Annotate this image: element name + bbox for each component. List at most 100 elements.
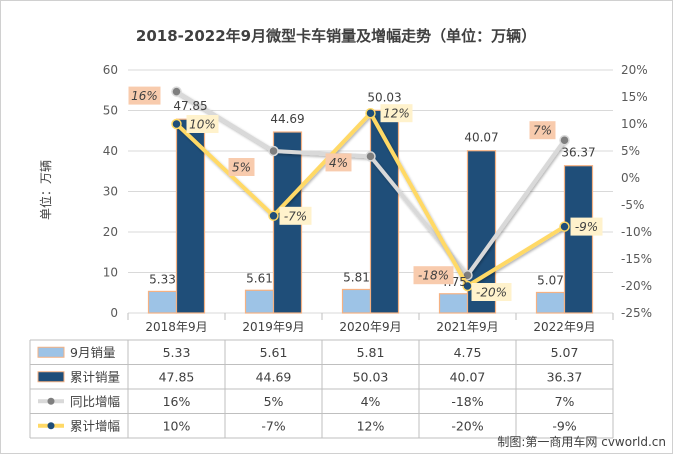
bar-cumulative <box>369 109 400 314</box>
point-cumulative-growth <box>365 107 376 119</box>
source-credit: 制图:第一商用车网 cvworld.cn <box>497 434 666 449</box>
bar-monthly <box>147 290 178 314</box>
label-yoy-box <box>128 86 161 105</box>
lines <box>171 86 570 292</box>
point-yoy <box>365 151 376 162</box>
left-tick-label: 20 <box>103 225 118 239</box>
legend-label: 同比增幅 <box>70 394 120 409</box>
bar-monthly <box>341 288 372 314</box>
table-cell: 47.85 <box>159 369 195 384</box>
label-yoy: 7% <box>533 124 552 138</box>
right-tick-label: 20% <box>621 63 648 77</box>
label-yoy: 16% <box>131 89 158 103</box>
legend-key-bar <box>37 346 65 358</box>
right-tick-label: 5% <box>621 144 640 158</box>
label-cumulative-growth: -9% <box>575 220 598 234</box>
bar-monthly <box>535 291 566 314</box>
bar-monthly-label: 5.61 <box>246 271 273 285</box>
left-tick-label: 60 <box>103 63 118 77</box>
point-yoy <box>559 134 570 146</box>
bar-monthly-label: 5.81 <box>343 270 370 284</box>
label-yoy-box <box>413 266 454 285</box>
left-tick-label: 10 <box>103 266 118 280</box>
point-yoy <box>268 145 279 157</box>
legend-label: 9月销量 <box>70 345 115 360</box>
table-cell: 7% <box>555 394 575 409</box>
left-tick-label: 40 <box>103 144 118 158</box>
table-cell: 10% <box>163 418 191 433</box>
left-tick-label: 0 <box>110 306 118 320</box>
right-tick-label: -10% <box>621 225 652 239</box>
point-cumulative-growth <box>559 221 570 232</box>
axes: 0 10 20 30 40 50 60 20% 15% 10% 5% 0% -5% -10% -15% -20… <box>103 63 652 334</box>
bar-monthly <box>438 293 469 314</box>
table-cell: 12% <box>357 418 385 433</box>
label-cumulative-growth: 12% <box>383 107 410 121</box>
table-cell: 5.81 <box>357 345 385 360</box>
label-yoy: 4% <box>329 156 348 170</box>
table-cell: 5.33 <box>163 345 191 360</box>
label-yoy-box <box>325 153 352 172</box>
bar-monthly-label: 5.33 <box>149 272 176 286</box>
legend-key-bar <box>37 371 65 383</box>
right-tick-label: -25% <box>621 306 652 320</box>
point-cumulative-growth <box>171 118 182 130</box>
data-labels: 5.3347.855.6144.695.8150.034.7540.075.07… <box>128 86 603 301</box>
point-yoy <box>171 86 182 97</box>
left-tick-label: 30 <box>103 185 118 199</box>
table-cell: 16% <box>163 394 191 409</box>
label-yoy-box <box>529 121 556 140</box>
label-cumulative-growth-box <box>279 206 312 225</box>
right-tick-label: 0% <box>621 171 640 185</box>
label-cumulative-growth-box <box>471 283 512 301</box>
data-table: 9月销量 5.33 5.61 5.81 4.75 5.07 累计销量 47.85 44.69 50… <box>29 339 614 439</box>
table-cell: -9% <box>552 418 576 433</box>
table-cell: 44.69 <box>256 369 292 384</box>
legend-key-dot <box>47 422 55 430</box>
label-yoy: -18% <box>418 269 449 283</box>
legend-key-dot <box>47 397 55 405</box>
bar-cumulative-label: 36.37 <box>561 146 595 160</box>
legend-label: 累计销量 <box>70 369 120 384</box>
category-label: 2018年9月 <box>145 320 207 334</box>
table-cell: 4% <box>361 394 381 409</box>
table-cell: 5.61 <box>260 345 288 360</box>
label-yoy-box <box>228 158 255 176</box>
category-label: 2020年9月 <box>339 320 401 334</box>
table-cell: 5% <box>264 394 284 409</box>
right-tick-label: 10% <box>621 117 648 131</box>
table-cell: -18% <box>451 394 483 409</box>
bar-cumulative-label: 44.69 <box>270 112 304 126</box>
table-cell: -7% <box>261 418 285 433</box>
right-tick-label: 15% <box>621 90 648 104</box>
right-tick-label: -20% <box>621 279 652 293</box>
table-cell: 5.07 <box>551 345 579 360</box>
label-yoy: 5% <box>232 161 251 175</box>
bar-cumulative <box>563 165 594 314</box>
table-cell: 4.75 <box>454 345 482 360</box>
bars <box>147 109 594 314</box>
bar-cumulative-label: 50.03 <box>367 90 401 104</box>
table-cell: 50.03 <box>353 369 389 384</box>
category-label: 2019年9月 <box>242 320 304 334</box>
right-tick-label: -5% <box>621 198 644 212</box>
table-cell: 36.37 <box>547 369 583 384</box>
chart-title: 2018-2022年9月微型卡车销量及增幅走势（单位：万辆） <box>136 27 536 45</box>
label-cumulative-growth: 10% <box>189 118 216 132</box>
label-cumulative-growth-box <box>186 115 219 133</box>
label-cumulative-growth-box <box>570 217 603 236</box>
table-cell: -20% <box>451 418 483 433</box>
label-cumulative-growth: -20% <box>476 286 507 300</box>
label-cumulative-growth-box <box>380 104 413 123</box>
point-cumulative-growth <box>268 210 279 222</box>
left-tick-label: 50 <box>103 104 118 118</box>
table-cell: 40.07 <box>450 369 486 384</box>
category-label: 2021年9月 <box>436 320 498 334</box>
bar-monthly <box>244 289 275 314</box>
category-label: 2022年9月 <box>533 320 595 334</box>
right-tick-label: -15% <box>621 252 652 266</box>
bar-cumulative-label: 40.07 <box>464 131 498 145</box>
bar-monthly-label: 5.07 <box>537 273 564 287</box>
y-axis-label: 单位：万辆 <box>38 160 53 220</box>
